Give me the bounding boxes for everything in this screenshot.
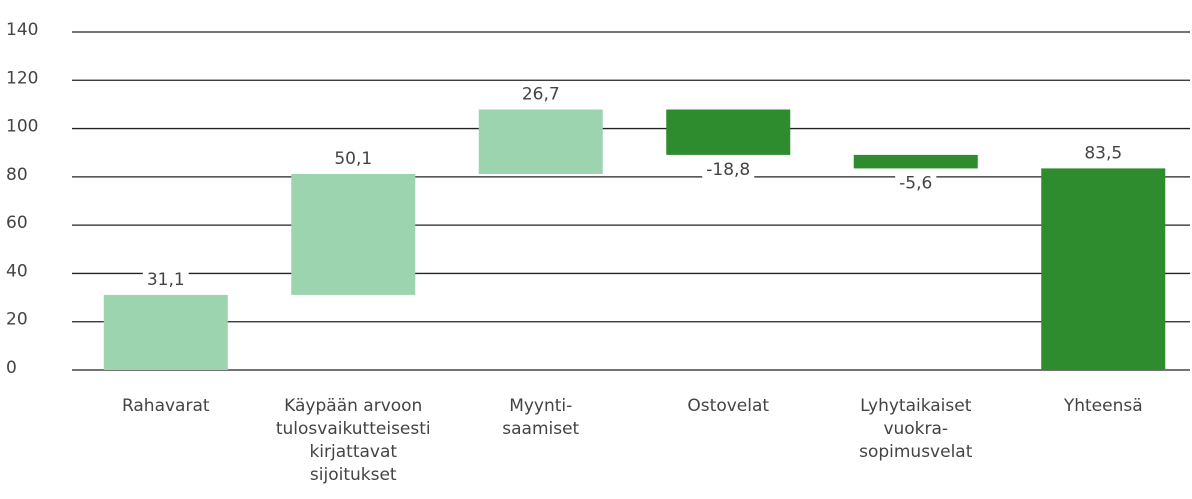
label-bg xyxy=(702,159,755,180)
bar xyxy=(1041,168,1166,370)
data-label: -5,6 xyxy=(899,173,932,193)
x-tick-label: Rahavarat xyxy=(122,396,210,416)
bar xyxy=(291,173,416,295)
label-bg xyxy=(1080,143,1127,164)
label-bg xyxy=(517,84,564,105)
data-label: 50,1 xyxy=(334,149,372,169)
x-tick-label: Lyhytaikaiset xyxy=(860,396,972,416)
y-tick-label: 120 xyxy=(6,68,38,88)
x-tick-label: Ostovelat xyxy=(687,396,769,416)
data-label: 31,1 xyxy=(147,270,185,290)
y-tick-label: 20 xyxy=(6,310,28,330)
y-tick-label: 80 xyxy=(6,165,28,185)
x-tick-label: sijoitukset xyxy=(310,465,397,485)
x-tick-label: Yhteensä xyxy=(1063,396,1143,416)
data-label: -18,8 xyxy=(706,160,750,180)
x-tick-label: saamiset xyxy=(502,419,579,439)
y-tick-label: 60 xyxy=(6,213,28,233)
bar xyxy=(103,294,228,370)
x-tick-label: Käypään arvoon xyxy=(284,396,422,416)
x-tick-label: Myynti- xyxy=(509,396,572,416)
y-tick-label: 40 xyxy=(6,261,28,281)
bar xyxy=(853,154,978,169)
bar xyxy=(666,109,791,155)
x-tick-label: sopimusvelat xyxy=(859,442,973,462)
x-tick-label: kirjattavat xyxy=(309,442,397,462)
data-label: 26,7 xyxy=(522,84,560,104)
x-tick-label: tulosvaikutteisesti xyxy=(276,419,431,439)
label-bg xyxy=(142,269,189,290)
data-label: 83,5 xyxy=(1084,143,1122,163)
bar xyxy=(478,109,603,174)
y-tick-label: 0 xyxy=(6,358,17,378)
label-bg xyxy=(330,148,377,169)
y-tick-label: 140 xyxy=(6,20,38,40)
label-bg xyxy=(895,173,937,194)
y-tick-label: 100 xyxy=(6,117,38,137)
x-tick-label: vuokra- xyxy=(883,419,948,439)
